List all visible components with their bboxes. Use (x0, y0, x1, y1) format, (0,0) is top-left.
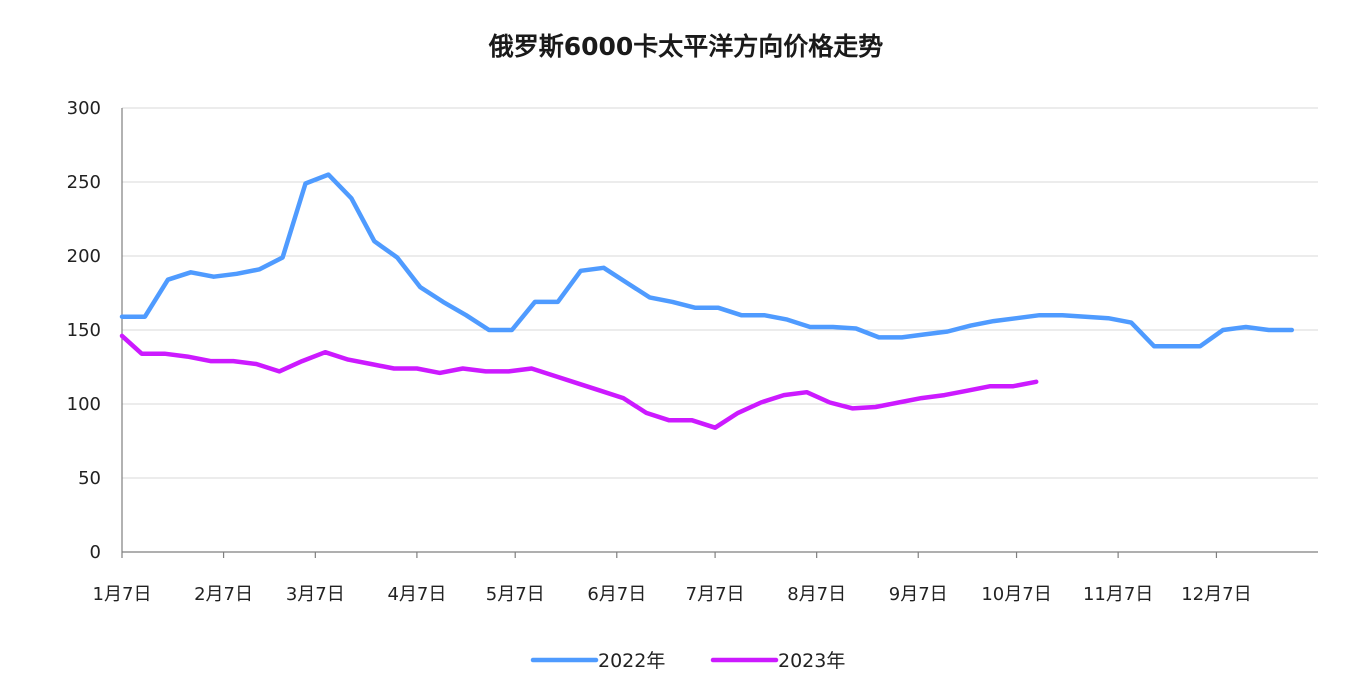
x-tick-label: 9月7日 (889, 584, 948, 605)
x-tick-label: 11月7日 (1083, 584, 1153, 605)
y-tick-label: 0 (90, 542, 101, 563)
x-tick-label: 4月7日 (387, 584, 446, 605)
x-tick-label: 5月7日 (486, 584, 545, 605)
legend-label: 2022年 (598, 650, 665, 672)
x-tick-label: 3月7日 (286, 584, 345, 605)
y-tick-label: 150 (67, 320, 101, 341)
x-tick-label: 12月7日 (1181, 584, 1251, 605)
y-tick-label: 250 (67, 172, 101, 193)
x-tick-label: 7月7日 (686, 584, 745, 605)
legend: 2022年 2023年 (530, 650, 845, 672)
x-tick-label: 10月7日 (981, 584, 1051, 605)
y-tick-label: 200 (67, 246, 101, 267)
legend-label: 2023年 (778, 650, 845, 672)
x-tick-label: 8月7日 (787, 584, 846, 605)
series-lines (119, 172, 1295, 430)
x-tick-label: 1月7日 (93, 584, 152, 605)
x-tick-label: 2月7日 (194, 584, 253, 605)
axes: 0 50 100 150 200 250 300 1月7日 2月7日 3月7日 4月7日 5月7日 6月… (67, 98, 1318, 605)
series-line-2022年 (119, 172, 1295, 349)
gridlines (122, 107, 1318, 479)
y-tick-label: 50 (78, 468, 101, 489)
chart-title: 俄罗斯6000卡太平洋方向价格走势 (488, 32, 884, 61)
x-tick-label: 6月7日 (587, 584, 646, 605)
y-tick-label: 300 (67, 98, 101, 119)
y-tick-label: 100 (67, 394, 101, 415)
series-line-2023年 (119, 333, 1039, 430)
